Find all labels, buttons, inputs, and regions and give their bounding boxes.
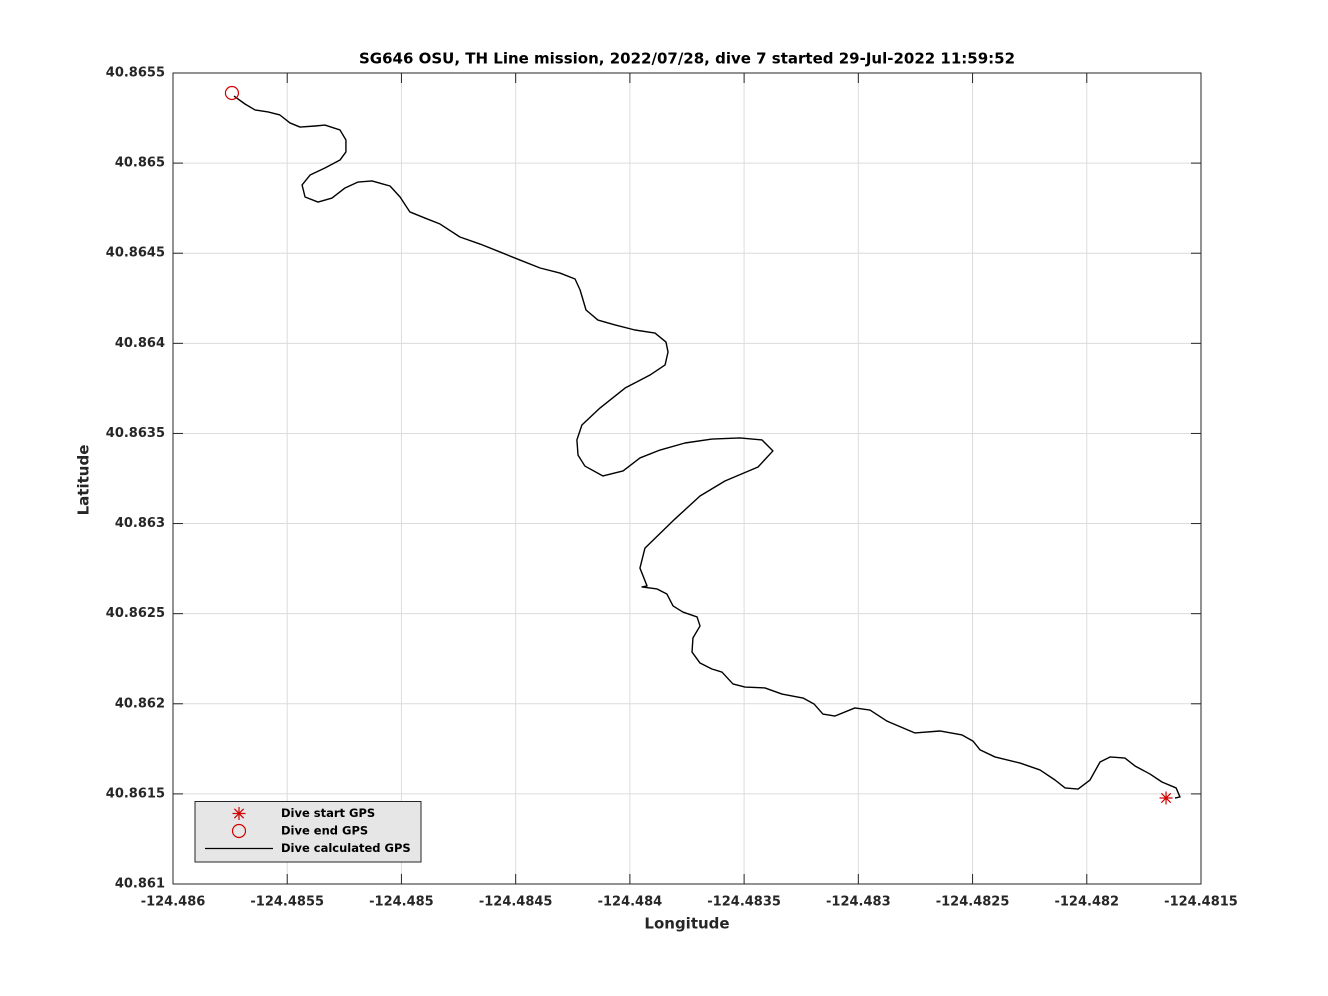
- gps-point: [1159, 791, 1173, 805]
- x-tick-label: -124.4855: [250, 895, 324, 910]
- x-tick-label: -124.486: [141, 895, 206, 910]
- x-axis-label: Longitude: [644, 915, 729, 933]
- y-tick-label: 40.8615: [106, 786, 165, 801]
- x-tick-label: -124.4825: [936, 895, 1010, 910]
- y-tick-label: 40.8625: [106, 606, 165, 621]
- plot-area: [173, 73, 1201, 884]
- y-tick-label: 40.861: [115, 877, 165, 892]
- y-tick-label: 40.865: [115, 156, 165, 171]
- y-tick-label: 40.862: [115, 696, 165, 711]
- x-tick-label: -124.4815: [1164, 895, 1238, 910]
- gps-point: [224, 85, 240, 101]
- x-tick-label: -124.484: [598, 895, 663, 910]
- chart-title: SG646 OSU, TH Line mission, 2022/07/28, …: [359, 50, 1015, 68]
- y-tick-label: 40.864: [115, 336, 165, 351]
- y-axis-label: Latitude: [75, 445, 93, 516]
- legend-label: Dive calculated GPS: [281, 841, 411, 855]
- axes-box: [172, 72, 1202, 885]
- y-tick-label: 40.8645: [106, 246, 165, 261]
- legend-label: Dive end GPS: [281, 824, 368, 838]
- y-tick-label: 40.863: [115, 516, 165, 531]
- x-tick-label: -124.4835: [707, 895, 781, 910]
- x-tick-label: -124.483: [826, 895, 891, 910]
- legend-marker: [231, 823, 247, 839]
- x-tick-label: -124.4845: [479, 895, 553, 910]
- y-tick-label: 40.8655: [106, 66, 165, 81]
- x-tick-label: -124.485: [369, 895, 434, 910]
- legend-marker: [232, 807, 246, 820]
- track-line: [233, 95, 1181, 799]
- x-tick-label: -124.482: [1054, 895, 1119, 910]
- y-tick-label: 40.8635: [106, 426, 165, 441]
- legend-label: Dive start GPS: [281, 806, 375, 820]
